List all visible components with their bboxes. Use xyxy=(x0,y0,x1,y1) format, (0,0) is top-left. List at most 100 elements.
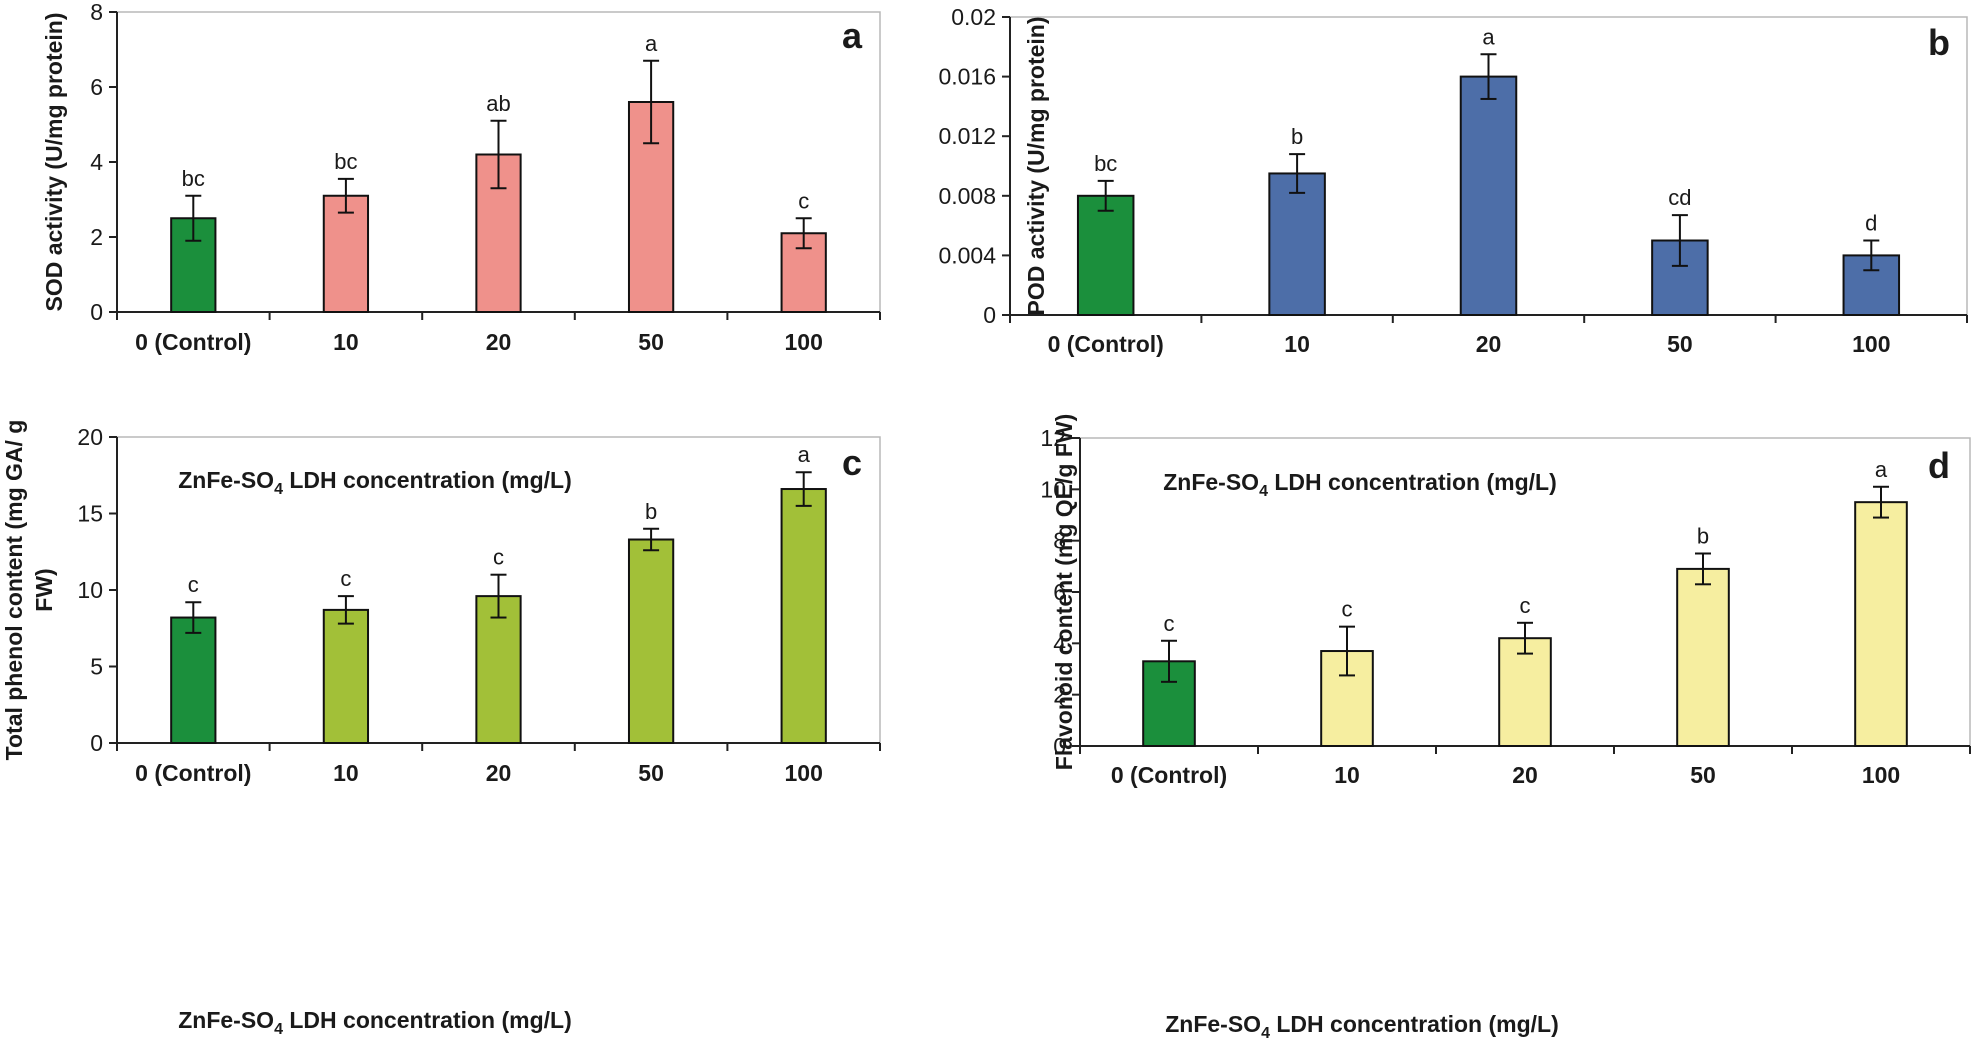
y-tick-label: 8 xyxy=(90,0,103,25)
x-axis-title-subscript: 4 xyxy=(1259,483,1268,500)
panel-letter: a xyxy=(842,15,863,56)
category-label: 20 xyxy=(486,760,512,786)
category-label: 50 xyxy=(638,329,664,355)
significance-label: bc xyxy=(334,149,357,174)
y-tick-label: 8 xyxy=(1053,528,1066,554)
x-axis-title-main: ZnFe-SO xyxy=(1163,469,1259,495)
category-label: 10 xyxy=(1334,762,1360,788)
y-tick-label: 4 xyxy=(90,149,103,175)
y-tick-label: 0.016 xyxy=(938,64,996,90)
y-tick-label: 12 xyxy=(1040,425,1066,451)
significance-label: c xyxy=(1520,593,1531,618)
y-tick-label: 10 xyxy=(1040,476,1066,502)
bar xyxy=(1076,194,1135,316)
category-label: 20 xyxy=(1512,762,1538,788)
y-tick-label: 2 xyxy=(90,224,103,250)
x-axis-title-main: ZnFe-SO xyxy=(178,1007,274,1033)
significance-label: a xyxy=(1482,24,1495,49)
category-label: 0 (Control) xyxy=(1048,331,1164,357)
bar xyxy=(322,608,370,745)
y-tick-label: 20 xyxy=(77,424,103,450)
significance-label: c xyxy=(1164,611,1175,636)
y-tick-label: 0 xyxy=(1053,733,1066,759)
bar xyxy=(1459,75,1518,316)
significance-label: ab xyxy=(486,91,510,116)
significance-label: b xyxy=(645,499,657,524)
chart-panel-a: 0 2 4 6 8 bc 0 (Control) bc 10 ab 20 a 50 c 100 SOD act… xyxy=(41,0,881,498)
x-axis-title-rest: LDH concentration (mg/L) xyxy=(283,467,572,493)
significance-label: bc xyxy=(182,166,205,191)
bar xyxy=(627,538,675,745)
significance-label: c xyxy=(340,566,351,591)
bar xyxy=(780,488,827,744)
y-tick-label: 15 xyxy=(77,501,103,527)
bar xyxy=(1142,660,1196,747)
x-axis-title-rest: LDH concentration (mg/L) xyxy=(1268,469,1557,495)
x-axis-title: ZnFe-SO4 LDH concentration (mg/L) xyxy=(1163,469,1557,500)
category-label: 0 (Control) xyxy=(135,760,251,786)
bar xyxy=(475,595,522,744)
x-axis-title: ZnFe-SO4 LDH concentration (mg/L) xyxy=(178,467,572,498)
x-axis-title-main: ZnFe-SO xyxy=(1165,1011,1261,1037)
y-tick-label: 0.008 xyxy=(938,183,996,209)
significance-label: c xyxy=(188,572,199,597)
y-tick-label: 0.004 xyxy=(938,242,996,268)
category-label: 50 xyxy=(1667,331,1693,357)
significance-label: a xyxy=(1875,457,1888,482)
bar xyxy=(322,194,370,313)
y-tick-label: 0 xyxy=(90,299,103,325)
category-label: 0 (Control) xyxy=(1111,762,1227,788)
significance-label: a xyxy=(798,442,811,467)
y-tick-label: 6 xyxy=(1053,579,1066,605)
significance-label: c xyxy=(798,188,809,213)
category-label: 20 xyxy=(1476,331,1502,357)
chart-panel-d: 0 2 4 6 8 10 12 c 0 (Control) c 10 c 20 b 50 a 100 Flavon… xyxy=(1040,414,1971,1042)
significance-label: a xyxy=(645,31,658,56)
bar xyxy=(1268,172,1326,316)
category-label: 0 (Control) xyxy=(135,329,251,355)
bar xyxy=(1676,567,1730,748)
bar xyxy=(170,616,217,744)
x-axis-title-subscript: 4 xyxy=(274,1021,283,1038)
y-tick-label: 0 xyxy=(983,302,996,328)
y-axis-title: POD activity (U/mg protein) xyxy=(1023,16,1049,315)
panel-letter: d xyxy=(1928,445,1950,486)
category-label: 10 xyxy=(333,329,359,355)
significance-label: c xyxy=(493,545,504,570)
significance-label: bc xyxy=(1094,151,1117,176)
panel-letter: b xyxy=(1928,22,1950,63)
x-axis-title-subscript: 4 xyxy=(274,481,283,498)
significance-label: d xyxy=(1865,211,1877,236)
x-axis-title: ZnFe-SO4 LDH concentration (mg/L) xyxy=(1165,1011,1559,1042)
y-tick-label: 0.02 xyxy=(951,4,996,30)
significance-label: b xyxy=(1697,524,1709,549)
chart-panel-c: 0 5 10 15 20 c 0 (Control) c 10 c 20 b 50 a 100 Total p… xyxy=(1,420,881,1038)
category-label: 20 xyxy=(486,329,512,355)
chart-panel-b: 0 0.004 0.008 0.012 0.016 0.02 bc 0 (Control) b 1… xyxy=(938,4,1968,500)
bar xyxy=(170,217,217,313)
y-axis-title: Flavonoid content (mg QE/g FW) xyxy=(1051,414,1077,770)
category-label: 10 xyxy=(1284,331,1310,357)
x-axis-title-subscript: 4 xyxy=(1261,1025,1270,1042)
x-axis-title: ZnFe-SO4 LDH concentration (mg/L) xyxy=(178,1007,572,1038)
y-tick-label: 6 xyxy=(90,74,103,100)
y-tick-label: 10 xyxy=(77,577,103,603)
y-tick-label: 5 xyxy=(90,654,103,680)
y-axis-title-line1: Total phenol content (mg GA/ g xyxy=(1,420,27,761)
panel-letter: c xyxy=(842,442,862,483)
x-axis-title-rest: LDH concentration (mg/L) xyxy=(283,1007,572,1033)
category-label: 100 xyxy=(1852,331,1890,357)
category-label: 100 xyxy=(785,329,823,355)
significance-label: cd xyxy=(1668,185,1691,210)
significance-label: b xyxy=(1291,124,1303,149)
bar xyxy=(1498,637,1552,748)
category-label: 100 xyxy=(785,760,823,786)
y-tick-label: 2 xyxy=(1053,682,1066,708)
x-axis-title-rest: LDH concentration (mg/L) xyxy=(1270,1011,1559,1037)
y-tick-label: 0 xyxy=(90,730,103,756)
bar xyxy=(1854,501,1908,747)
y-axis-title-line2: FW) xyxy=(31,568,57,611)
category-label: 50 xyxy=(638,760,664,786)
y-tick-label: 0.012 xyxy=(938,123,996,149)
